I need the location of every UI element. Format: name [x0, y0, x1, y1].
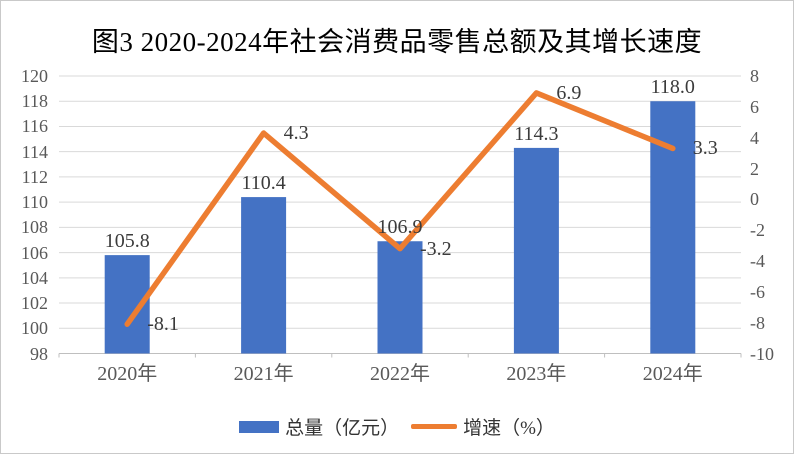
legend-line-label: 增速（%） [463, 418, 555, 439]
left-axis-tick: 104 [21, 267, 48, 288]
bar-data-label: 110.4 [241, 172, 286, 195]
x-axis-label: 2020年 [97, 363, 158, 385]
left-axis-tick: 112 [21, 166, 48, 187]
left-axis-tick: 118 [21, 91, 48, 112]
right-axis-tick: -10 [750, 343, 774, 364]
right-axis-tick: -4 [750, 251, 765, 271]
bar-2021年 [241, 197, 287, 354]
growth-rate-line [124, 90, 676, 327]
line-data-label: 3.3 [692, 137, 718, 160]
left-axis-tick: 102 [21, 293, 48, 314]
bar-2024年 [650, 101, 696, 354]
line-data-label: -8.1 [147, 313, 179, 336]
legend-bar-label: 总量（亿元） [285, 418, 400, 439]
legend-bar-swatch [239, 420, 280, 433]
line-data-label: 6.9 [556, 81, 582, 104]
right-axis-tick: 8 [750, 66, 759, 86]
x-axis-label: 2024年 [642, 363, 703, 385]
x-axis-label: 2021年 [233, 363, 294, 385]
right-axis-tick: 2 [750, 158, 759, 179]
left-axis-tick: 98 [30, 343, 48, 364]
left-axis-tick: 106 [21, 242, 48, 263]
left-axis-tick: 100 [21, 318, 48, 339]
bar-data-label: 114.3 [514, 122, 559, 145]
bar-data-label: 118.0 [650, 76, 695, 99]
right-axis-tick: -8 [750, 312, 765, 333]
right-axis-tick: 6 [750, 96, 759, 117]
x-axis-label: 2022年 [370, 363, 430, 385]
left-axis-tick: 108 [21, 217, 48, 238]
left-axis-tick: 120 [21, 66, 48, 86]
right-axis-tick: 0 [750, 189, 759, 210]
x-axis-label: 2023年 [506, 363, 567, 385]
line-data-label: 4.3 [283, 122, 309, 145]
bar-data-label: 106.9 [377, 216, 423, 239]
bar-2023年 [513, 147, 559, 354]
bar-data-label: 105.8 [104, 230, 150, 253]
right-axis-tick: -6 [750, 281, 765, 302]
line-data-label: -3.2 [420, 237, 452, 260]
legend-line-swatch [411, 424, 458, 429]
right-axis-tick: 4 [750, 127, 759, 148]
bar-2022年 [377, 241, 423, 354]
legend: 总量（亿元） 增速（%） [1, 413, 793, 440]
left-axis-tick: 114 [21, 141, 48, 162]
right-axis-tick: -2 [750, 220, 765, 241]
left-axis-tick: 116 [21, 116, 48, 137]
left-axis-tick: 110 [21, 192, 48, 213]
chart-title: 图3 2020-2024年社会消费品零售总额及其增长速度 [91, 27, 703, 57]
